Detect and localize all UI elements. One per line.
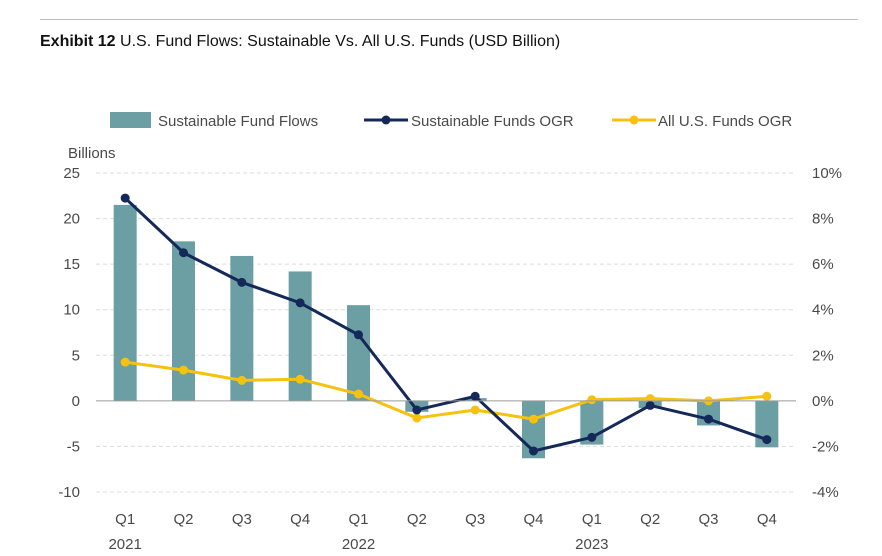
gridlines bbox=[96, 172, 796, 493]
right-axis-tick-label: 8% bbox=[812, 211, 834, 228]
legend-label-all-funds-ogr: All U.S. Funds OGR bbox=[658, 113, 792, 130]
exhibit-caption: U.S. Fund Flows: Sustainable Vs. All U.S… bbox=[120, 33, 561, 50]
point-sustainable-funds-ogr bbox=[762, 435, 772, 445]
point-all-funds-ogr bbox=[237, 375, 247, 385]
point-all-funds-ogr bbox=[470, 405, 480, 415]
left-axis-tick-label: 10 bbox=[63, 302, 80, 319]
bar-sustainable-fund-flows bbox=[755, 400, 779, 448]
line-sustainable-funds-ogr bbox=[124, 196, 768, 453]
exhibit-number: Exhibit 12 bbox=[40, 33, 116, 50]
x-axis-tick-label: Q1 bbox=[582, 511, 602, 528]
legend: Sustainable Fund Flows Sustainable Funds… bbox=[110, 112, 792, 130]
right-axis-tick-label: 10% bbox=[812, 165, 842, 182]
left-axis-tick-label: -5 bbox=[67, 438, 80, 455]
legend-label-sustainable-ogr: Sustainable Funds OGR bbox=[411, 113, 574, 130]
point-sustainable-funds-ogr bbox=[237, 277, 247, 287]
x-axis-tick-label: Q2 bbox=[407, 511, 427, 528]
x-axis-tick-label: Q2 bbox=[173, 511, 193, 528]
x-axis-tick-label: Q4 bbox=[523, 511, 543, 528]
x-axis-year-label: 2023 bbox=[575, 536, 608, 553]
left-axis-tick-label: 25 bbox=[63, 165, 80, 182]
exhibit-title: Exhibit 12 U.S. Fund Flows: Sustainable … bbox=[40, 33, 560, 51]
point-sustainable-funds-ogr bbox=[295, 298, 305, 308]
point-sustainable-funds-ogr bbox=[412, 405, 422, 415]
x-axis-tick-label: Q3 bbox=[465, 511, 485, 528]
right-axis-tick-label: 6% bbox=[812, 256, 834, 273]
bar-sustainable-fund-flows bbox=[347, 305, 370, 401]
x-axis-tick-label: Q3 bbox=[698, 511, 718, 528]
point-sustainable-funds-ogr bbox=[645, 400, 655, 410]
left-axis-tick-label: 20 bbox=[63, 211, 80, 228]
legend-label-sustainable-flows: Sustainable Fund Flows bbox=[158, 113, 318, 130]
left-axis-tick-label: -10 bbox=[58, 484, 80, 501]
point-sustainable-funds-ogr bbox=[354, 330, 363, 340]
right-axis-tick-label: -4% bbox=[812, 484, 839, 501]
x-axis-tick-label: Q1 bbox=[115, 511, 135, 528]
point-sustainable-funds-ogr bbox=[470, 391, 480, 401]
point-all-funds-ogr bbox=[354, 389, 363, 399]
point-all-funds-ogr bbox=[529, 414, 538, 424]
x-axis-tick-label: Q4 bbox=[290, 511, 310, 528]
bar-sustainable-fund-flows bbox=[113, 204, 137, 401]
left-axis-unit-label: Billions bbox=[68, 145, 116, 162]
right-axis-tick-label: 2% bbox=[812, 347, 834, 364]
legend-swatch-sustainable-flows bbox=[110, 112, 151, 128]
point-all-funds-ogr bbox=[412, 413, 422, 423]
right-axis-tick-label: -2% bbox=[812, 438, 839, 455]
x-axis-tick-label: Q4 bbox=[757, 511, 777, 528]
point-sustainable-funds-ogr bbox=[587, 432, 597, 442]
point-all-funds-ogr bbox=[295, 374, 305, 384]
x-axis-year-label: 2021 bbox=[108, 536, 141, 553]
legend-marker-all-funds-ogr bbox=[629, 115, 639, 125]
bar-sustainable-fund-flows bbox=[172, 241, 195, 401]
bar-sustainable-fund-flows bbox=[230, 255, 254, 401]
line-series bbox=[120, 193, 772, 456]
point-sustainable-funds-ogr bbox=[704, 414, 713, 424]
legend-marker-sustainable-ogr bbox=[381, 115, 391, 125]
axes: 25 10% 20 8% 15 6% 10 4% 5 2% 0 0% -5 -2% -10 -4% Q1 2021… bbox=[58, 165, 842, 553]
point-all-funds-ogr bbox=[179, 365, 188, 375]
bar-sustainable-fund-flows bbox=[288, 271, 312, 401]
point-all-funds-ogr bbox=[762, 391, 772, 401]
x-axis-tick-label: Q3 bbox=[232, 511, 252, 528]
point-all-funds-ogr bbox=[587, 395, 597, 405]
line-all-funds-ogr bbox=[124, 360, 767, 421]
top-rule bbox=[40, 19, 858, 20]
point-sustainable-funds-ogr bbox=[529, 446, 538, 456]
left-axis-tick-label: 15 bbox=[63, 256, 80, 273]
right-axis-tick-label: 4% bbox=[812, 302, 834, 319]
x-axis-year-label: 2022 bbox=[342, 536, 375, 553]
x-axis-tick-label: Q2 bbox=[640, 511, 660, 528]
left-axis-tick-label: 5 bbox=[72, 347, 80, 364]
point-sustainable-funds-ogr bbox=[179, 248, 188, 258]
left-axis-tick-label: 0 bbox=[72, 393, 80, 410]
bar-series bbox=[113, 204, 779, 459]
point-all-funds-ogr bbox=[120, 357, 130, 367]
point-sustainable-funds-ogr bbox=[120, 193, 130, 203]
x-axis-tick-label: Q1 bbox=[348, 511, 368, 528]
right-axis-tick-label: 0% bbox=[812, 393, 834, 410]
bar-sustainable-fund-flows bbox=[697, 400, 720, 426]
